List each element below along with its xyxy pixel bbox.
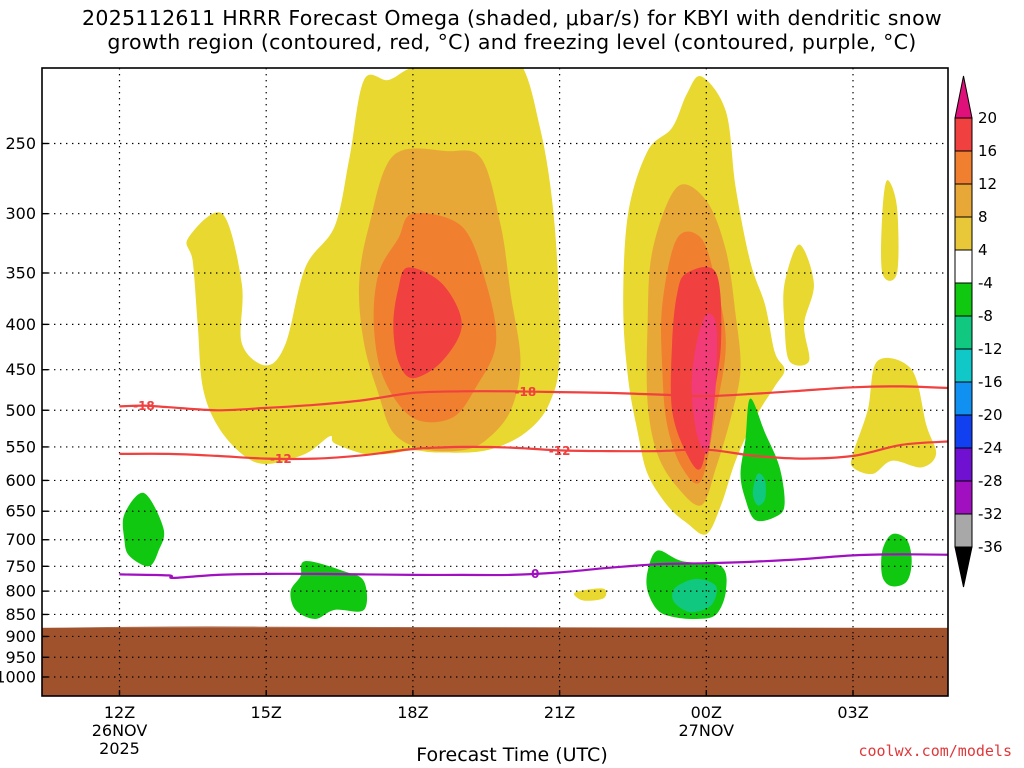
y-tick-label-600: 600 xyxy=(5,471,36,490)
y-tick-label-450: 450 xyxy=(5,360,36,379)
terrain-ground xyxy=(42,627,948,696)
x-tick-date-12Z: 26NOV xyxy=(92,721,148,740)
chart-title-line-1: 2025112611 HRRR Forecast Omega (shaded, … xyxy=(82,6,942,30)
contour-label--18-0: -18 xyxy=(133,399,155,413)
contour-label--18-1: -18 xyxy=(515,385,537,399)
colorbar-swatch-10 xyxy=(954,447,973,482)
contour-label--12-0: -12 xyxy=(270,452,292,466)
contour-line--18 xyxy=(119,385,948,412)
colorbar-label-10: -24 xyxy=(978,439,1003,457)
contour-label-0-0: 0 xyxy=(531,567,539,581)
y-tick-label-700: 700 xyxy=(5,530,36,549)
omega-region-11 xyxy=(850,357,937,475)
colorbar-top-arrow xyxy=(954,75,973,119)
axes: 250 300 350 400 450 500 550 600 650 700 750 800 850 9… xyxy=(0,67,949,758)
colorbar-label-11: -28 xyxy=(978,472,1003,490)
omega-region-10 xyxy=(881,180,899,281)
y-tick-label-900: 900 xyxy=(5,627,36,646)
colorbar-label-5: -4 xyxy=(978,274,993,292)
colorbar-label-9: -20 xyxy=(978,406,1003,424)
y-tick-label-500: 500 xyxy=(5,401,36,420)
omega-region-16 xyxy=(672,578,717,613)
contour-label--12-1: -12 xyxy=(549,444,571,458)
x-tick-label-21Z: 21Z xyxy=(544,703,575,722)
colorbar-label-4: 4 xyxy=(978,241,988,259)
terrain-top-edge xyxy=(42,626,948,628)
x-axis-label: Forecast Time (UTC) xyxy=(416,744,608,766)
y-tick-label-750: 750 xyxy=(5,557,36,576)
contour-line--12 xyxy=(119,440,948,461)
y-tick-label-250: 250 xyxy=(5,134,36,153)
colorbar-label-12: -32 xyxy=(978,505,1003,523)
colorbar-label-2: 12 xyxy=(978,175,997,193)
omega-region-13 xyxy=(122,492,165,567)
colorbar-swatch-9 xyxy=(954,414,973,449)
omega-region-9 xyxy=(783,244,814,366)
plot-frame xyxy=(41,67,949,697)
colorbar-swatch-11 xyxy=(954,480,973,515)
omega-shading xyxy=(122,68,937,620)
colorbar-swatch-3 xyxy=(954,216,973,251)
colorbar-swatch-12 xyxy=(954,513,973,548)
y-tick-label-950: 950 xyxy=(5,648,36,667)
colorbar-swatch-0 xyxy=(954,117,973,152)
site-credit: coolwx.com/models xyxy=(858,742,1012,760)
colorbar-swatch-7 xyxy=(954,348,973,383)
omega-region-19 xyxy=(881,533,912,587)
colorbar-label-1: 16 xyxy=(978,142,997,160)
chart-title: 2025112611 HRRR Forecast Omega (shaded, … xyxy=(0,6,1024,54)
colorbar-bottom-arrow xyxy=(954,546,973,588)
omega-region-17 xyxy=(740,398,785,522)
colorbar-label-6: -8 xyxy=(978,307,993,325)
colorbar-label-7: -12 xyxy=(978,340,1003,358)
colorbar-swatch-4 xyxy=(954,249,973,284)
y-tick-label-650: 650 xyxy=(5,502,36,521)
y-tick-label-400: 400 xyxy=(5,315,36,334)
chart-title-line-2: growth region (contoured, red, °C) and f… xyxy=(107,30,917,54)
colorbar-swatch-6 xyxy=(954,315,973,350)
x-tick-date-00Z: 27NOV xyxy=(679,721,735,740)
y-tick-label-550: 550 xyxy=(5,437,36,456)
x-tick-label-00Z: 00Z xyxy=(691,703,722,722)
y-tick-label-300: 300 xyxy=(5,204,36,223)
colorbar: 20 16 12 8 4 -4 -8 -12 -16 -20 -24 -28 -32 -36 xyxy=(954,75,1003,588)
y-tick-label-1000: 1000 xyxy=(0,668,36,687)
omega-region-14 xyxy=(290,561,368,619)
omega-region-8 xyxy=(691,313,718,454)
colorbar-label-0: 20 xyxy=(978,109,997,127)
omega-region-3 xyxy=(393,267,462,379)
y-tick-label-850: 850 xyxy=(5,605,36,624)
y-tick-label-350: 350 xyxy=(5,263,36,282)
colorbar-swatch-2 xyxy=(954,183,973,218)
colorbar-swatch-8 xyxy=(954,381,973,416)
colorbar-label-8: -16 xyxy=(978,373,1003,391)
y-tick-label-800: 800 xyxy=(5,582,36,601)
grid-lines xyxy=(42,68,948,696)
colorbar-swatch-1 xyxy=(954,150,973,185)
x-tick-label-12Z: 12Z xyxy=(104,703,135,722)
x-tick-year-12Z: 2025 xyxy=(99,739,140,758)
x-tick-label-03Z: 03Z xyxy=(837,703,868,722)
omega-region-18 xyxy=(752,473,766,506)
colorbar-label-13: -36 xyxy=(978,538,1003,556)
x-tick-label-15Z: 15Z xyxy=(251,703,282,722)
contour-lines: -18 -18 -12 -12 0 xyxy=(119,385,948,581)
colorbar-swatch-5 xyxy=(954,282,973,317)
x-tick-label-18Z: 18Z xyxy=(397,703,428,722)
colorbar-label-3: 8 xyxy=(978,208,988,226)
omega-region-12 xyxy=(574,588,607,601)
contour-line-0 xyxy=(119,553,948,580)
